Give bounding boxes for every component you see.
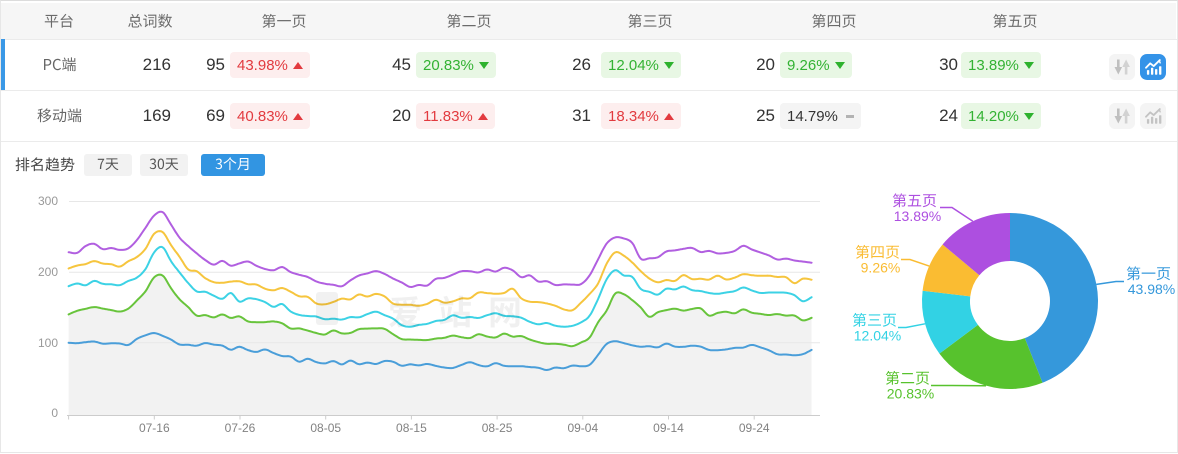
svg-text:09-04: 09-04 — [567, 421, 598, 435]
svg-text:08-05: 08-05 — [310, 421, 341, 435]
svg-text:300: 300 — [38, 194, 58, 208]
svg-text:12.04%: 12.04% — [854, 328, 901, 344]
svg-text:08-15: 08-15 — [396, 421, 427, 435]
svg-text:20.83%: 20.83% — [887, 386, 934, 402]
svg-text:07-16: 07-16 — [139, 421, 170, 435]
svg-text:200: 200 — [38, 265, 58, 279]
svg-text:09-14: 09-14 — [653, 421, 684, 435]
svg-text:07-26: 07-26 — [225, 421, 256, 435]
svg-text:09-24: 09-24 — [739, 421, 770, 435]
svg-text:0: 0 — [51, 406, 58, 420]
svg-text:08-25: 08-25 — [482, 421, 513, 435]
svg-text:100: 100 — [38, 336, 58, 350]
svg-text:13.89%: 13.89% — [894, 208, 941, 224]
svg-text:43.98%: 43.98% — [1128, 281, 1175, 297]
svg-text:9.26%: 9.26% — [861, 260, 901, 276]
